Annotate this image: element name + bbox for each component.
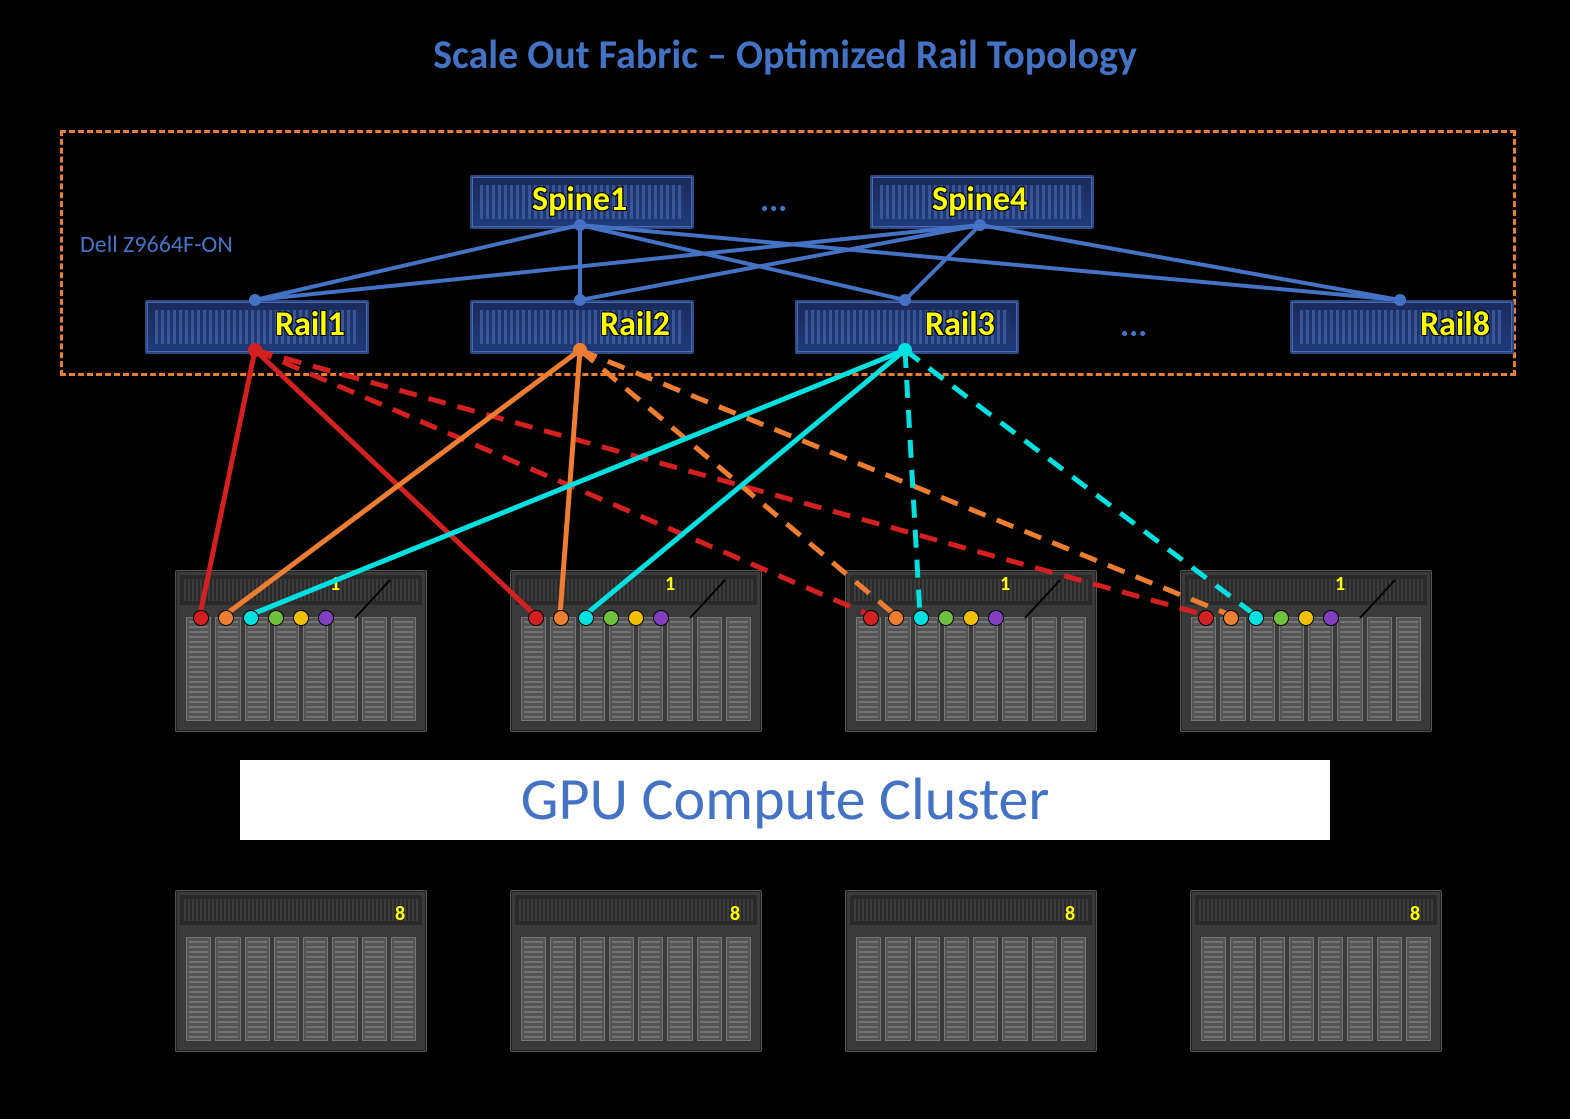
rail-switch	[795, 300, 1019, 354]
server-nic-port	[1198, 610, 1214, 626]
server-nic-port	[963, 610, 979, 626]
gpu-server	[845, 570, 1097, 732]
server-nic-port	[243, 610, 259, 626]
rail-ellipsis: ...	[1120, 305, 1147, 346]
server-nic-port	[193, 610, 209, 626]
server-nic-port	[1323, 610, 1339, 626]
diagram-title: Scale Out Fabric – Optimized Rail Topolo…	[0, 30, 1570, 79]
server-nic-port	[653, 610, 669, 626]
server-nic-port	[1298, 610, 1314, 626]
rail-switch	[1290, 300, 1514, 354]
server-index-label: 1	[1000, 572, 1010, 596]
gpu-server	[510, 570, 762, 732]
spine-switch	[870, 175, 1094, 229]
gpu-server	[845, 890, 1097, 1052]
server-index-label: 1	[665, 572, 675, 596]
gpu-server	[1190, 890, 1442, 1052]
server-index-label: 8	[1065, 902, 1075, 926]
spine-ellipsis: ...	[760, 180, 787, 221]
server-nic-port	[1248, 610, 1264, 626]
gpu-server	[175, 570, 427, 732]
server-index-label: 1	[1335, 572, 1345, 596]
gpu-server	[1180, 570, 1432, 732]
rail-switch	[470, 300, 694, 354]
server-nic-port	[863, 610, 879, 626]
rail-switch	[145, 300, 369, 354]
server-nic-port	[938, 610, 954, 626]
server-nic-port	[318, 610, 334, 626]
gpu-server	[510, 890, 762, 1052]
server-nic-port	[888, 610, 904, 626]
server-index-label: 8	[730, 902, 740, 926]
server-nic-port	[578, 610, 594, 626]
fabric-switch-model-label: Dell Z9664F-ON	[80, 230, 233, 259]
server-index-label: 1	[330, 572, 340, 596]
server-nic-port	[1223, 610, 1239, 626]
gpu-cluster-label: GPU Compute Cluster	[240, 760, 1330, 840]
spine-switch	[470, 175, 694, 229]
server-nic-port	[988, 610, 1004, 626]
diagram-canvas: Scale Out Fabric – Optimized Rail Topolo…	[0, 0, 1570, 1119]
server-index-label: 8	[395, 902, 405, 926]
server-index-label: 8	[1410, 902, 1420, 926]
server-nic-port	[628, 610, 644, 626]
server-nic-port	[528, 610, 544, 626]
server-nic-port	[1273, 610, 1289, 626]
server-nic-port	[553, 610, 569, 626]
server-nic-port	[913, 610, 929, 626]
gpu-server	[175, 890, 427, 1052]
server-nic-port	[268, 610, 284, 626]
server-nic-port	[293, 610, 309, 626]
server-nic-port	[218, 610, 234, 626]
server-nic-port	[603, 610, 619, 626]
